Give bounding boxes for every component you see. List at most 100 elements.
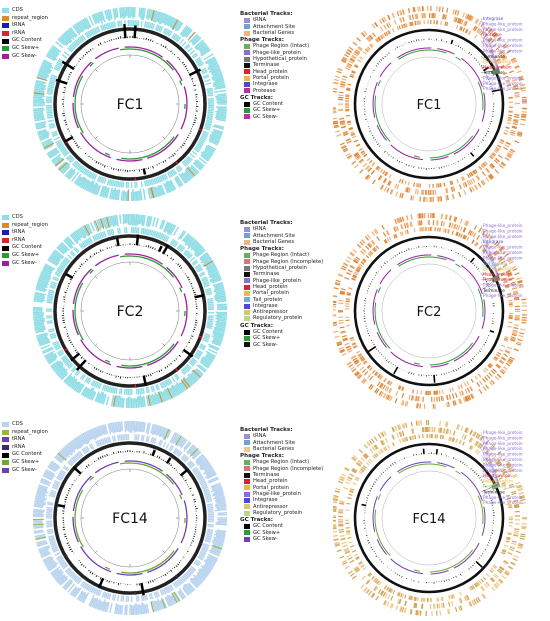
legend-swatch xyxy=(244,253,250,259)
legend-label: GC Content xyxy=(253,101,283,108)
legend-section-header: Bacterial Tracks: xyxy=(240,220,293,226)
legend-label: rRNA xyxy=(12,29,26,36)
legend-swatch xyxy=(2,253,9,259)
legend-label: GC Content xyxy=(253,523,283,530)
legend-item: Attachment Site xyxy=(240,440,323,446)
legend-item: Phage Region (Intact) xyxy=(240,459,323,465)
legend-item: Integrase xyxy=(240,497,323,503)
legend-item: Bacterial Genes xyxy=(240,446,323,452)
legend-label: rRNA xyxy=(12,236,26,243)
legend-label: Phage Region (Incomplete) xyxy=(253,258,324,265)
legend-label: Portal_protein xyxy=(253,484,289,491)
legend-item: GC Skew- xyxy=(240,342,323,348)
phage-gene-label: Portal_protein xyxy=(483,266,513,272)
phage-gene-label: Phage-like_protein xyxy=(483,293,523,299)
legend-label: Portal_protein xyxy=(253,74,289,81)
legend-label: GC Skew+ xyxy=(253,335,281,342)
legend-label: rRNA xyxy=(12,443,26,450)
phage-gene-label: Head_protein xyxy=(483,277,512,283)
legend-item: Antirepressor xyxy=(240,504,323,510)
legend-swatch xyxy=(244,75,250,81)
legend-section-header: Bacterial Tracks: xyxy=(240,11,293,17)
phage-gene-label: Phage-like_protein xyxy=(483,228,523,234)
legend-swatch xyxy=(244,342,250,348)
legend-swatch xyxy=(244,101,250,107)
phage-gene-label: Integrase xyxy=(483,16,504,22)
phage-gene-label: Terminase xyxy=(482,288,505,294)
legend-section-header: Bacterial Tracks: xyxy=(240,427,293,433)
legend-label: CDS xyxy=(12,214,23,220)
legend-label: GC Skew- xyxy=(12,466,37,473)
legend-label: Terminase xyxy=(253,62,280,69)
phage-gene-label: Phage-like_protein xyxy=(483,43,523,49)
legend-item: GC Skew+ xyxy=(240,107,309,113)
legend-section-header: GC Tracks: xyxy=(240,322,273,329)
genome-label-left: FC1 xyxy=(117,97,144,113)
legend-swatch xyxy=(244,309,250,315)
legend-item: repeat_region xyxy=(2,222,48,230)
legend-swatch xyxy=(244,504,250,510)
legend-swatch xyxy=(2,53,9,59)
legend-swatch xyxy=(244,56,250,62)
legend-swatch xyxy=(244,536,250,542)
legend-swatch xyxy=(2,46,9,52)
phage-gene-label: Terminase xyxy=(482,489,505,495)
legend-item: Portal_protein xyxy=(240,75,309,81)
legend-label: tRNA xyxy=(253,226,267,233)
legend-item: Hypothetical_protein xyxy=(240,56,309,62)
legend-swatch xyxy=(2,422,9,428)
legend-label: GC Skew- xyxy=(253,341,278,348)
legend-section-header: GC Tracks: xyxy=(240,94,273,101)
phage-gene-label: Phage-like_protein xyxy=(483,500,523,506)
legend-swatch xyxy=(2,222,9,228)
legend-swatch xyxy=(244,485,250,491)
phage-gene-label: Terminase xyxy=(482,70,505,76)
legend-item: Terminase xyxy=(240,62,309,68)
legend-label: Attachment Site xyxy=(253,232,296,239)
legend-item: Bacterial Genes xyxy=(240,30,309,36)
legend-label: repeat_region xyxy=(12,14,48,21)
legend-item: GC Content xyxy=(240,101,309,107)
legend-item: Integrase xyxy=(240,303,323,309)
track-legend: Bacterial Tracks: tRNA Attachment Site Bact… xyxy=(240,219,323,348)
legend-item: CDS xyxy=(2,214,48,222)
genome-map-right: FC14Phage-like_proteinPhage-like_protein… xyxy=(333,419,528,616)
legend-item: GC Skew- xyxy=(2,260,48,268)
legend-swatch xyxy=(244,278,250,284)
legend-item: Protease xyxy=(240,88,309,94)
legend-swatch xyxy=(244,316,250,322)
legend-item: GC Skew- xyxy=(240,114,309,120)
legend-swatch xyxy=(244,272,250,278)
legend-swatch xyxy=(2,460,9,466)
phage-gene-label: Terminase xyxy=(482,54,505,60)
phage-gene-label: Phage-like_protein xyxy=(483,462,523,468)
legend-swatch xyxy=(244,265,250,271)
legend-item: repeat_region xyxy=(2,15,48,23)
legend-item: Regulatory_protein xyxy=(240,315,323,321)
legend-item: Antirepressor xyxy=(240,309,323,315)
phage-gene-label: Phage-like_protein xyxy=(483,457,523,463)
phage-gene-label: Phage-like_protein xyxy=(483,452,523,458)
legend-label: Phage Region (Intact) xyxy=(253,252,310,259)
legend-swatch xyxy=(2,23,9,29)
legend-label: Bacterial Genes xyxy=(253,238,295,245)
legend-label: Head_protein xyxy=(253,283,288,290)
legend-item: GC Skew- xyxy=(240,536,323,542)
phage-gene-label: Phage-like_protein xyxy=(483,27,523,33)
legend-item: tRNA xyxy=(2,22,48,30)
track-legend: Bacterial Tracks: tRNA Attachment Site Bact… xyxy=(240,10,309,120)
legend-swatch xyxy=(244,303,250,309)
legend-swatch xyxy=(2,215,9,221)
legend-label: GC Content xyxy=(253,329,283,336)
legend-swatch xyxy=(244,460,250,466)
legend-swatch xyxy=(244,479,250,485)
legend-section-header: Phage Tracks: xyxy=(240,37,284,44)
legend-label: GC Skew+ xyxy=(12,458,40,465)
genome-map-left: FC1 xyxy=(33,7,227,201)
legend-item: tRNA xyxy=(2,436,48,444)
legend-swatch xyxy=(2,452,9,458)
legend-swatch xyxy=(244,50,250,56)
legend-label: Attachment Site xyxy=(253,439,296,446)
legend-swatch xyxy=(244,290,250,296)
legend-swatch xyxy=(244,433,250,439)
